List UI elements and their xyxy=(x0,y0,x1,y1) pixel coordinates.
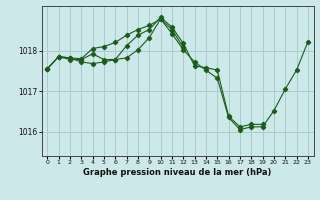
X-axis label: Graphe pression niveau de la mer (hPa): Graphe pression niveau de la mer (hPa) xyxy=(84,168,272,177)
